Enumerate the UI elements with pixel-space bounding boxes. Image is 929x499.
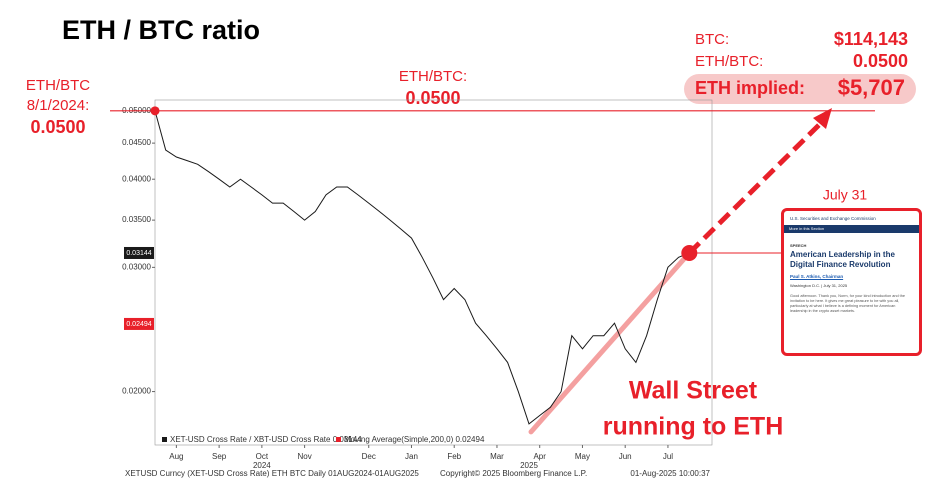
y-tick-label: 0.04000: [122, 174, 151, 183]
footer: 01-Aug-2025 10:00:37: [630, 469, 710, 478]
arrow-head: [813, 108, 832, 129]
doc-body: Good afternoon. Thank you, Norm, for you…: [790, 294, 905, 313]
chart-title: ETH / BTC ratio: [62, 15, 260, 45]
footer: Copyright© 2025 Bloomberg Finance L.P.: [440, 469, 587, 478]
y-tick-label: 0.03500: [122, 215, 151, 224]
x-tick-label: Jun: [619, 452, 632, 461]
doc-author: Paul S. Atkins, Chairman: [790, 274, 844, 279]
annotation-text: BTC:: [695, 31, 729, 48]
y-tick-label: 0.04500: [122, 138, 151, 147]
doc-kind: SPEECH: [790, 243, 807, 248]
x-tick-label: Dec: [362, 452, 376, 461]
annotation-text: July 31: [823, 187, 868, 203]
doc-date: Washington D.C. | July 31, 2025: [790, 283, 848, 288]
annotation-value: 0.0500: [853, 51, 908, 71]
legend-value: 0.03144: [333, 435, 362, 444]
value-box: [124, 246, 154, 259]
annotation-text: 8/1/2024:: [27, 97, 90, 114]
end-dot: [681, 244, 698, 261]
x-tick-label: May: [575, 452, 590, 461]
callout: Wall Street: [629, 377, 758, 405]
doc-agency: U.S. Securities and Exchange Commission: [790, 215, 876, 221]
legend-text: XET-USD Cross Rate / XBT-USD Cross Rate …: [170, 435, 362, 444]
annotation-value: $114,143: [834, 29, 908, 49]
doc-nav: More in this Section: [784, 225, 919, 233]
x-tick-label: Aug: [169, 452, 183, 461]
x-tick-label: Oct: [256, 452, 269, 461]
start-dot: [150, 106, 160, 116]
x-tick-label: Sep: [212, 452, 227, 461]
footer: XETUSD Curncy (XET-USD Cross Rate) ETH B…: [125, 469, 419, 478]
legend-name: Moving Average(Simple,200,0): [344, 435, 454, 444]
annotation-value: 0.0500: [405, 88, 460, 108]
annotation-text: ETH implied:: [695, 78, 805, 98]
x-tick-label: Jul: [663, 452, 673, 461]
x-tick-label: Mar: [490, 452, 504, 461]
value-box-label: 0.03144: [126, 250, 151, 257]
x-year-label: 2025: [520, 461, 538, 470]
projection-arrow: [687, 120, 824, 255]
annotation-value: 0.0500: [30, 117, 85, 137]
doc-title: American Leadership in the Digital Finan…: [790, 250, 895, 269]
x-tick-label: Apr: [533, 452, 546, 461]
x-year-label: 2024: [253, 461, 271, 470]
annotation-text: ETH/BTC:: [399, 68, 467, 85]
implied-badge: [684, 74, 916, 104]
legend-value: 0.02494: [455, 435, 484, 444]
trend-line: [528, 250, 692, 435]
annotation-value: $5,707: [838, 75, 905, 100]
legend-swatch: [162, 437, 167, 442]
annotation-text: ETH/BTC: [26, 77, 90, 94]
ma-box-label: 0.02494: [126, 321, 151, 328]
sec-document: U.S. Securities and Exchange Commission …: [781, 208, 922, 356]
plot-frame: [154, 99, 713, 446]
callout: running to ETH: [603, 413, 784, 441]
y-tick-label: 0.02000: [122, 387, 151, 396]
x-tick-label: Feb: [447, 452, 461, 461]
legend-name: XET-USD Cross Rate / XBT-USD Cross Rate: [170, 435, 331, 444]
legend-text: Moving Average(Simple,200,0) 0.02494: [344, 435, 485, 444]
x-tick-label: Jan: [405, 452, 418, 461]
price-line: [154, 110, 690, 425]
ma-box: [124, 317, 154, 330]
start-annotation: ETH/BTC 8/1/2024: 0.0500 ETH/BTC: 0.0500…: [26, 29, 908, 137]
y-tick-label: 0.03000: [122, 262, 151, 271]
legend-swatch: [336, 437, 341, 442]
annotation-text: ETH/BTC:: [695, 53, 763, 70]
x-tick-label: Nov: [297, 452, 311, 461]
